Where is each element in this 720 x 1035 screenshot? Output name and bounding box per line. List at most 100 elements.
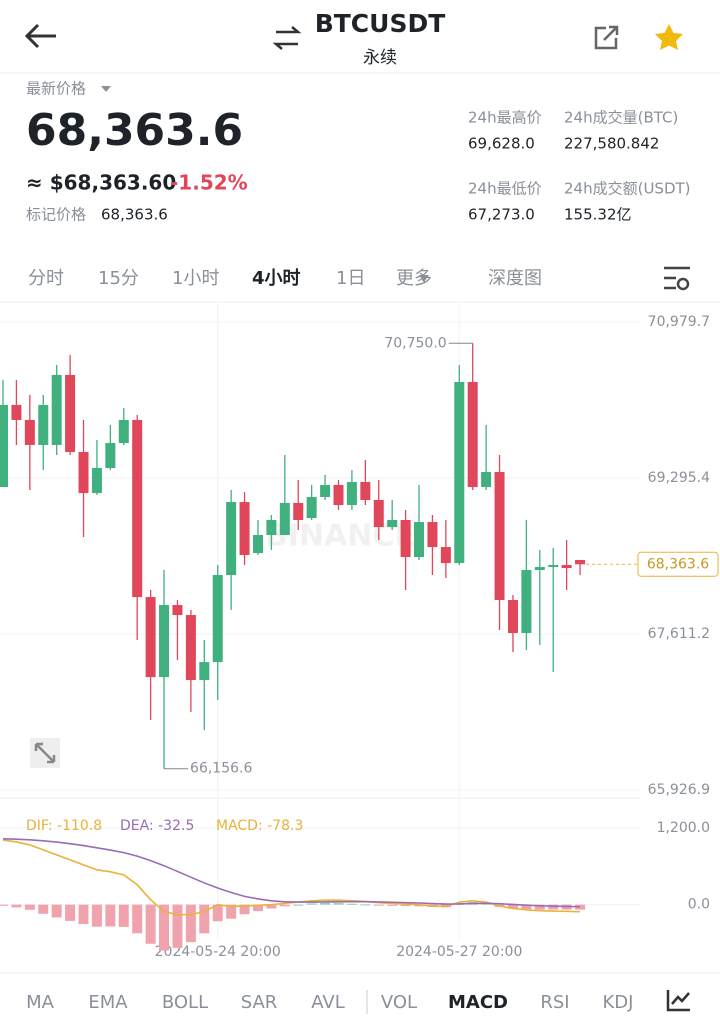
indicator-tab[interactable]: MACD — [448, 992, 508, 1013]
macd-bar — [24, 904, 35, 910]
dea-legend: DEA: -32.5 — [120, 818, 194, 834]
latest-price-label[interactable]: 最新价格 — [26, 80, 86, 98]
contract-type: 永续 — [363, 48, 397, 68]
dropdown-arrow — [101, 86, 111, 92]
expand-button[interactable] — [30, 738, 60, 768]
macd-bar — [11, 904, 22, 908]
candle-body — [51, 374, 62, 445]
candle-body — [145, 597, 156, 678]
x-tick-label: 2024-05-27 20:00 — [396, 944, 522, 960]
macd-bar — [199, 904, 210, 934]
macd-bar — [481, 903, 492, 905]
indicator-tabs: MA EMA BOLL SAR AVL VOL MACD RSI KDJ — [26, 992, 633, 1013]
indicator-tick-label: 0.0 — [688, 897, 710, 913]
macd-bar — [38, 904, 49, 914]
macd-bar — [534, 904, 545, 910]
last-price-label: 68,363.6 — [647, 556, 709, 572]
timeframe-tab[interactable]: 1日 — [336, 268, 365, 289]
timeframe-tab[interactable]: 1小时 — [172, 268, 219, 289]
candle-body — [226, 502, 237, 576]
macd-bar — [293, 904, 304, 906]
candle-body — [239, 502, 250, 556]
stat-value: 155.32亿 — [564, 206, 632, 224]
y-tick-label: 65,926.9 — [648, 782, 710, 798]
candle-body — [346, 482, 357, 505]
candle-body — [185, 615, 196, 681]
macd-bar — [548, 904, 559, 910]
candle-body — [212, 575, 223, 663]
macd-bar — [521, 904, 532, 910]
indicator-tab[interactable]: BOLL — [162, 992, 208, 1013]
price-change: -1.52% — [170, 171, 248, 195]
macd-bar — [400, 904, 411, 907]
candle-body — [78, 452, 89, 494]
candle-body — [91, 468, 102, 494]
indicator-tab[interactable]: MA — [26, 992, 55, 1013]
candle-body — [279, 502, 290, 536]
back-button[interactable] — [24, 23, 56, 49]
candle-body — [454, 381, 465, 564]
share-button[interactable] — [594, 25, 619, 50]
macd-bar — [51, 904, 62, 918]
candle-body — [293, 502, 304, 520]
last-price: 68,363.6 — [26, 105, 243, 156]
indicator-tab[interactable]: VOL — [381, 992, 417, 1013]
mark-price: 68,363.6 — [101, 206, 168, 224]
last-price-box — [637, 551, 719, 577]
y-tick-label: 70,979.7 — [648, 314, 710, 330]
indicator-tab[interactable]: RSI — [540, 992, 569, 1013]
candle-body — [118, 419, 129, 444]
macd-bar — [212, 904, 223, 922]
indicator-settings[interactable] — [666, 990, 690, 1012]
candle-body — [521, 570, 532, 633]
y-tick-label: 67,611.2 — [648, 626, 710, 642]
stat-value: 67,273.0 — [468, 206, 535, 224]
candle-body — [400, 519, 411, 558]
macd-bar — [0, 904, 8, 906]
timeframe-tab[interactable]: 4小时 — [252, 268, 301, 289]
macd-bar — [118, 904, 129, 927]
macd-bar — [105, 904, 116, 927]
macd-bar — [373, 904, 384, 906]
macd-bar — [226, 904, 237, 919]
candle-body — [333, 484, 344, 505]
timeframe-tab[interactable]: 15分 — [98, 268, 139, 289]
indicator-tab[interactable]: AVL — [311, 992, 345, 1013]
candle-body — [427, 522, 438, 548]
macd-bar — [185, 904, 196, 943]
indicator-tab[interactable]: KDJ — [603, 992, 634, 1013]
candle-body — [414, 522, 425, 558]
macd-bar — [239, 904, 250, 915]
candle-body — [266, 519, 277, 536]
mark-price-label: 标记价格 — [26, 206, 86, 224]
macd-bar — [65, 904, 76, 921]
macd-bar — [159, 904, 170, 951]
stat-label: 24h成交量(BTC) — [564, 109, 678, 127]
candle-body — [575, 560, 586, 565]
macd-bar — [279, 904, 290, 907]
indicator-tab[interactable]: SAR — [241, 992, 278, 1013]
macd-bar — [346, 903, 357, 905]
swap-icon[interactable] — [272, 26, 302, 50]
macd-bar — [306, 903, 317, 905]
timeframe-tab[interactable]: 分时 — [28, 268, 64, 289]
chart: BINANCE70,979.769,295.467,611.265,926.92… — [0, 303, 719, 960]
chart-settings[interactable] — [664, 266, 690, 291]
timeframe-tab[interactable]: 更多 — [396, 268, 432, 289]
candle-body — [494, 472, 505, 601]
stats: 24h最高价 69,628.0 24h成交量(BTC) 227,580.842 24h最… — [468, 109, 691, 224]
y-tick-label: 69,295.4 — [648, 470, 710, 486]
macd-bar — [132, 904, 143, 934]
indicator-tab[interactable]: EMA — [88, 992, 128, 1013]
candle-body — [11, 404, 22, 420]
macd-bar — [333, 903, 344, 905]
candle-body — [65, 374, 76, 453]
timeframe-tabs: 分时 15分 1小时 4小时 1日 更多 深度图 — [28, 268, 542, 289]
macd-bar — [575, 904, 586, 910]
candle-body — [320, 484, 331, 498]
favorite-star[interactable] — [655, 24, 683, 50]
candle-body — [534, 567, 545, 571]
candle-body — [507, 600, 518, 633]
symbol-title: BTCUSDT — [315, 9, 446, 38]
timeframe-tab[interactable]: 深度图 — [488, 268, 542, 289]
